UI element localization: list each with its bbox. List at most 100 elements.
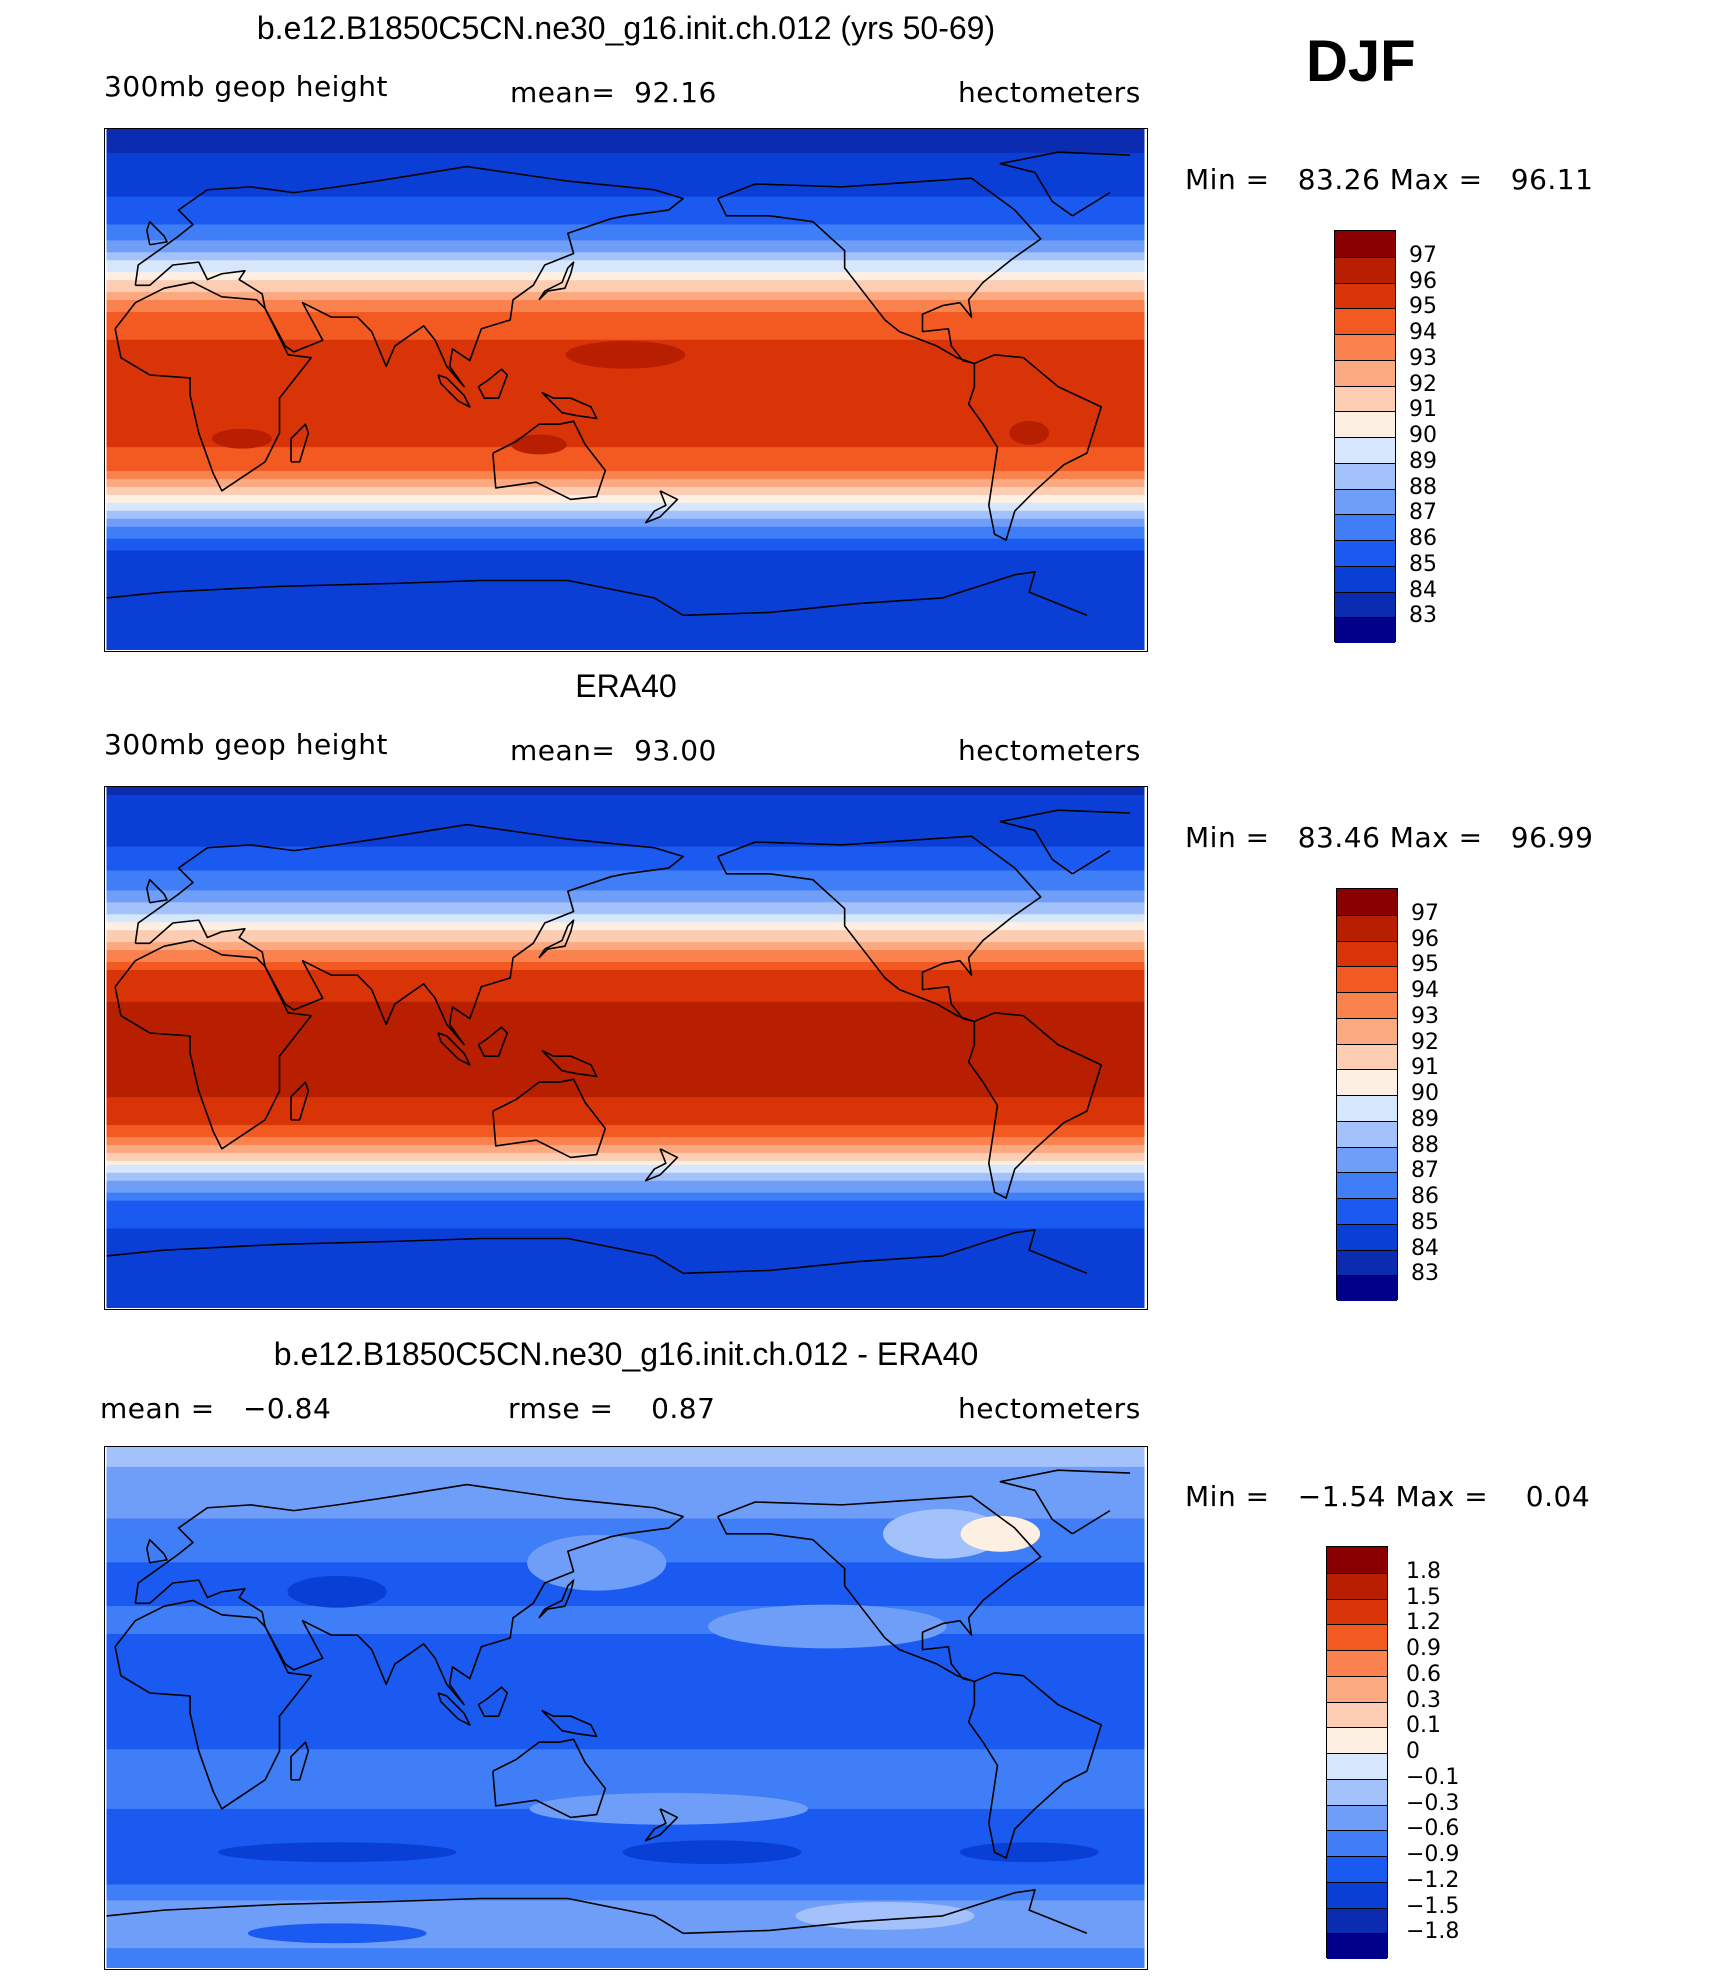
contour-band (106, 1192, 1145, 1198)
colorbar-swatch (1335, 437, 1395, 463)
contour-band (106, 1188, 1145, 1194)
contour-band (106, 1160, 1145, 1166)
contour-band (106, 375, 1145, 381)
colorbar-swatch (1335, 385, 1395, 412)
colorbar-tick-label: −1.5 (1406, 1893, 1460, 1919)
contour-band (106, 268, 1145, 273)
colorbar-tick-label: −1.2 (1406, 1867, 1460, 1893)
panel1-contour-plot (106, 129, 1145, 650)
contour-band (106, 1069, 1145, 1074)
contour-band (106, 1276, 1145, 1281)
colorbar-tick-label: 86 (1409, 526, 1437, 551)
contour-band (106, 518, 1145, 524)
coastline (538, 919, 575, 959)
colorbar-tick-label: 1.8 (1406, 1558, 1441, 1584)
contour-band (106, 1725, 1145, 1730)
contour-band (106, 403, 1145, 408)
contour-band (106, 140, 1145, 146)
contour-band (106, 335, 1145, 341)
contour-band (106, 602, 1145, 607)
contour-band (106, 1932, 1145, 1937)
contour-band (106, 248, 1145, 253)
contour-band (106, 918, 1145, 923)
contour-band (106, 993, 1145, 999)
colorbar-tick-label: −0.1 (1406, 1764, 1460, 1790)
coastline (477, 368, 509, 399)
contour-band (106, 1109, 1145, 1114)
colorbar-swatch (1335, 256, 1395, 283)
contour-band (106, 1482, 1145, 1488)
contour-band (106, 965, 1145, 971)
contour-band (106, 490, 1145, 496)
contour-band (106, 1713, 1145, 1718)
colorbar-swatch (1335, 514, 1395, 540)
contour-band (106, 307, 1145, 313)
coastline (538, 261, 575, 301)
contour-band (106, 1789, 1145, 1794)
contour-band (106, 1065, 1145, 1070)
contour-band (106, 798, 1145, 804)
coastline (437, 1032, 471, 1066)
contour-band (106, 276, 1145, 281)
panel2-title: ERA40 (575, 668, 677, 704)
panel3-mean-label: mean = −0.84 (100, 1392, 332, 1425)
contour-band (106, 1498, 1145, 1504)
contour-band (106, 1940, 1145, 1945)
colorbar-tick-label: 95 (1411, 952, 1439, 978)
coastline (134, 823, 684, 1046)
contour-band (106, 387, 1145, 392)
coastline (290, 423, 310, 463)
contour-band (106, 1486, 1145, 1492)
contour-band (106, 582, 1145, 587)
contour-band (106, 1049, 1145, 1054)
contour-band (106, 1204, 1145, 1210)
colorbar-swatch (1335, 231, 1395, 257)
contour-band (106, 1717, 1145, 1722)
contour-band (106, 1920, 1145, 1925)
contour-band (106, 1490, 1145, 1496)
contour-band (106, 1530, 1145, 1535)
contour-band (106, 1526, 1145, 1532)
contour-band (106, 989, 1145, 995)
colorbar-swatch (1335, 359, 1395, 386)
panel1-mean-label: mean= 92.16 (510, 76, 717, 109)
coastline (477, 1026, 509, 1057)
contour-band (106, 1057, 1145, 1062)
contour-band (106, 910, 1145, 915)
contour-band (106, 1777, 1145, 1782)
contour-band (106, 415, 1145, 420)
contour-band (106, 946, 1145, 951)
contour-band (106, 882, 1145, 887)
colorbar-swatch (1327, 1933, 1387, 1959)
contour-band (106, 806, 1145, 812)
coastline (114, 281, 313, 492)
contour-band (106, 954, 1145, 959)
contour-band (106, 1534, 1145, 1539)
coastline (492, 1738, 607, 1819)
contour-band (106, 486, 1145, 492)
contour-band (106, 1093, 1145, 1098)
coastline (106, 579, 684, 616)
contour-band (106, 1618, 1145, 1623)
contour-band (106, 1045, 1145, 1050)
contour-band (106, 1948, 1145, 1953)
contour-band (106, 471, 1145, 476)
colorbar-tick-label: −0.9 (1406, 1842, 1460, 1867)
panel2-variable-label: 300mb geop height (104, 728, 388, 761)
contour-band (106, 1494, 1145, 1500)
contour-band (106, 1598, 1145, 1603)
contour-band (106, 232, 1145, 237)
contour-band (106, 794, 1145, 800)
colorbar-tick-label: 88 (1411, 1132, 1439, 1158)
contour-band (106, 1868, 1145, 1874)
contour-band (106, 898, 1145, 903)
colorbar-swatch (1337, 1249, 1397, 1276)
contour-band (106, 914, 1145, 919)
contour-band (106, 1474, 1145, 1480)
contour-band (106, 435, 1145, 440)
contour-band (106, 1272, 1145, 1277)
coastline (106, 1237, 684, 1274)
contour-band (106, 1765, 1145, 1770)
coastline (683, 571, 1088, 617)
contour-band (106, 467, 1145, 472)
